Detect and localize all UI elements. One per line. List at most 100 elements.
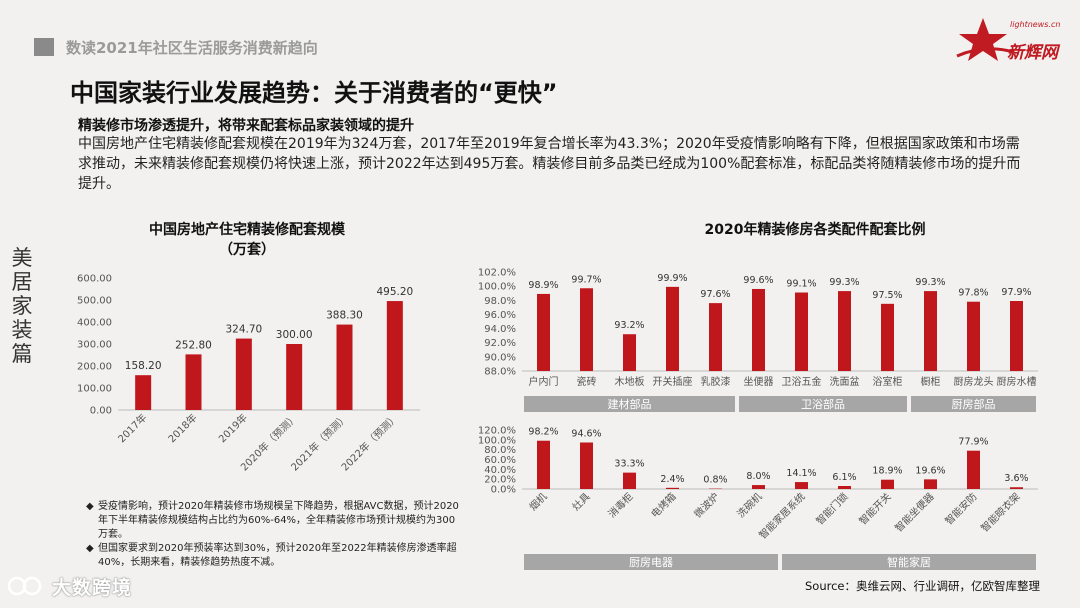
chart1-data-label: 324.70 [225,324,262,336]
chart2-bar [623,334,636,371]
chart2-data-label: 99.3% [829,277,859,288]
logo-name: 新辉网 [1007,43,1058,63]
chart1-category-label: 2019年 [216,411,250,445]
chart2-category-label: 坐便器 [744,375,774,388]
chart2-y-tick: 100.0% [478,282,516,293]
chart1-bar [286,344,303,410]
chart2-y-tick: 90.0% [484,352,516,363]
chart1-title: 中国房地产住宅精装修配套规模 （万套） [132,219,362,259]
chart1-y-tick: 200.00 [77,362,112,373]
chart3-data-label: 2.4% [660,474,684,485]
chart2-data-label: 99.7% [571,274,601,285]
chart2-category-label: 洗面盆 [830,375,860,388]
chart1-data-label: 252.80 [175,339,212,351]
chart2-category-label: 开关插座 [653,375,693,388]
chart3-category-label: 智能家居系统 [756,490,808,542]
paragraph-body: 中国房地产住宅精装修配套规模在2019年为324万套，2017年至2019年复合… [78,136,1021,192]
chart3-bar [537,440,550,489]
chart3-category-label: 电烤箱 [648,490,678,520]
chart3-y-tick: 20.0% [484,475,516,486]
chart3-bar [666,487,679,489]
chart3-category-label: 微波炉 [691,490,721,520]
chart3-bar [580,442,593,489]
chart3-category-label: 烟机 [526,490,549,513]
note-text: 但国家要求到2020年预装率达到30%，预计2020年至2022年精装修房渗透率… [98,543,457,568]
chart1-data-label: 495.20 [376,286,413,298]
chart2-data-label: 97.6% [700,289,730,300]
chart3-y-tick: 80.0% [484,445,516,456]
source-note: Source：奥维云网、行业调研，亿欧智库整理 [805,579,1040,593]
chart2-y-tick: 96.0% [484,310,516,321]
chart3-category-label: 智能坐便器 [892,490,937,535]
chart1-y-tick: 0.00 [90,406,112,417]
chart2-data-label: 97.5% [872,290,902,301]
chart2-category-label: 橱柜 [921,375,941,388]
chart3-bar [967,450,980,489]
chart2-y-tick: 94.0% [484,324,516,335]
chart1-data-label: 388.30 [326,310,363,322]
chart3-group-band [782,554,1036,570]
chart3-y-tick: 60.0% [484,455,516,466]
chart2-data-label: 99.1% [786,279,816,290]
chart3-category-label: 智能门锁 [813,490,850,527]
chart2-bar [666,286,679,371]
chart3-bar [623,472,636,489]
chart1-title-line2: （万套） [219,242,275,258]
chart3-data-label: 6.1% [832,472,856,483]
brand-star-logo [956,18,1014,61]
note-item: ◆ 受疫情影响，预计2020年精装修市场规模呈下降趋势，根据AVC数据，预计20… [86,500,461,542]
chart1-bar [135,375,152,410]
paragraph-heading: 精装修市场渗透提升，将带来配套标品家装领域的提升 [78,118,414,134]
chart2-bar [709,303,722,371]
chart3-y-tick: 0.0% [491,485,516,496]
chart3-category-label: 洗碗机 [734,490,764,520]
logo-url: lightnews.cn [1010,20,1061,29]
chart3-data-label: 0.8% [703,475,727,486]
chart2-bar [580,288,593,371]
chart1-bar [235,338,252,410]
chart3-data-label: 94.6% [571,428,601,439]
chart3-category-label: 灶具 [569,490,592,513]
chart3-data-label: 8.0% [746,471,770,482]
chart3-y-tick: 40.0% [484,465,516,476]
watermark-text: 大数跨境 [52,577,133,599]
chart2-data-label: 99.3% [915,277,945,288]
chart2-bar [881,303,894,371]
chart2-category-label: 厨房水槽 [997,375,1037,388]
chart3-category-label: 智能晾衣架 [978,490,1023,535]
chart3-data-label: 33.3% [614,459,644,470]
chart2-bar [795,292,808,371]
chart2-bar [537,293,550,371]
note-bullet: ◆ [86,543,94,554]
chart1-category-label: 2017年 [115,411,149,445]
chart3-bar [881,479,894,489]
note-item: ◆ 但国家要求到2020年预装率达到30%，预计2020年至2022年精装修房渗… [86,542,461,570]
chart2-category-label: 瓷砖 [577,375,597,388]
chart2-data-label: 98.9% [528,280,558,291]
chart1-y-tick: 500.00 [77,296,112,307]
chart3-category-label: 智能开关 [856,490,893,527]
chart3-data-label: 19.6% [915,465,945,476]
chart2-data-label: 97.8% [958,288,988,299]
chart2-data-label: 99.6% [743,275,773,286]
chart1-y-tick: 600.00 [77,274,112,285]
chart2-group-band [911,396,1036,412]
chart2-y-tick: 92.0% [484,338,516,349]
chart2-y-tick: 98.0% [484,296,516,307]
chart2-bar [1010,300,1023,371]
chart1-data-label: 158.20 [125,360,162,372]
chart2-group-band [524,396,735,412]
chart3-category-label: 消毒柜 [605,490,635,520]
chart1-data-label: 300.00 [276,329,313,341]
header-square [34,38,54,56]
watermark-icon [7,576,42,596]
chart1-category-label: 2018年 [165,411,199,445]
chart3-category-label: 智能安防 [942,490,979,527]
chart2-group-band [739,396,907,412]
chart2-category-label: 木地板 [615,375,645,388]
chart3-bar [1010,487,1023,489]
page-title: 中国家装行业发展趋势：关于消费者的“更快” [70,79,558,107]
chart2-bar [838,291,851,371]
chart3-bar [924,479,937,489]
